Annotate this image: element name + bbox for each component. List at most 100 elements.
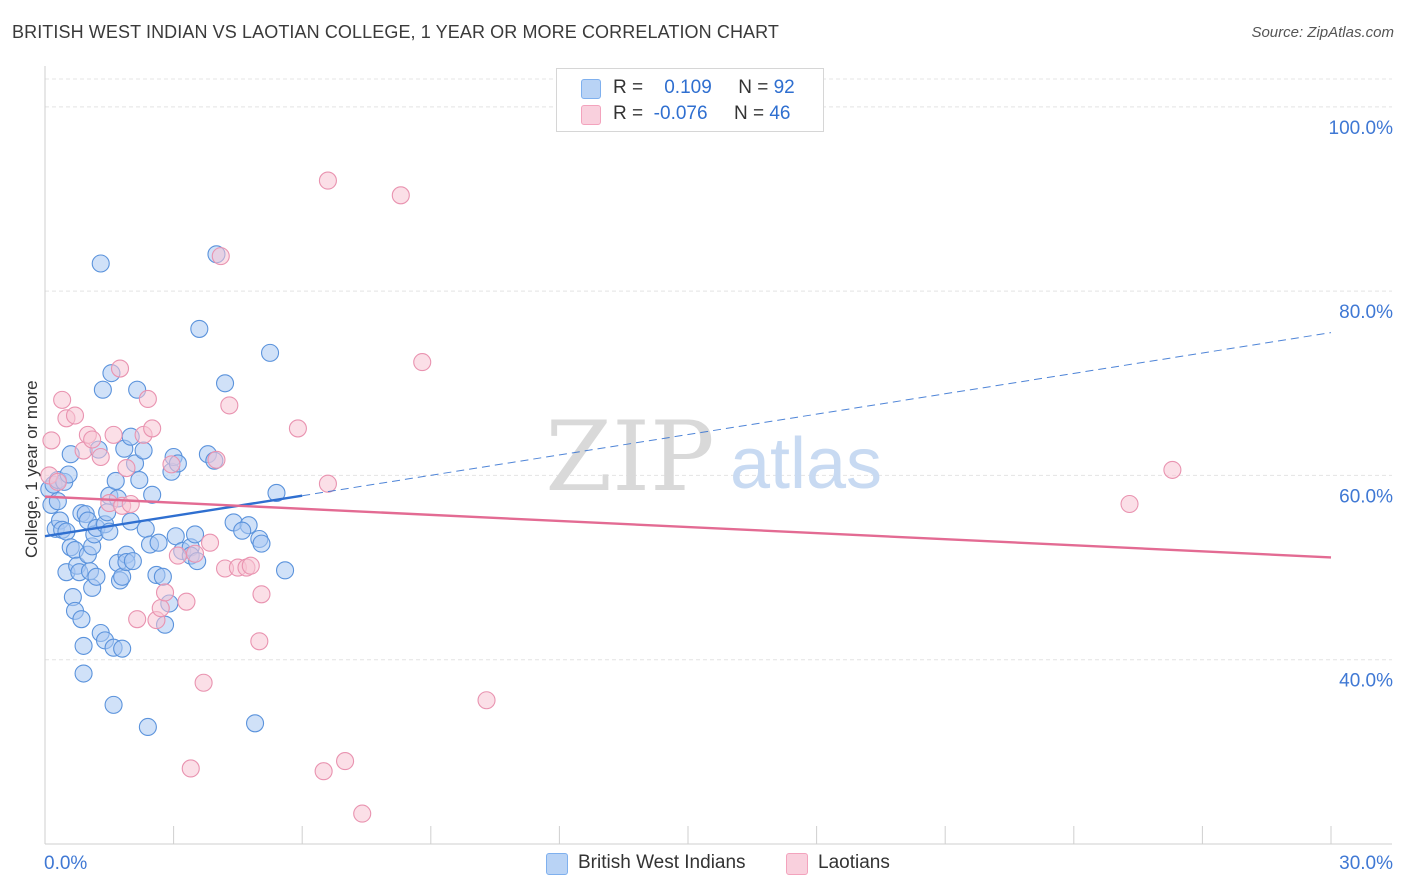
- point-laotians-27: [185, 544, 205, 563]
- legend-swatch-blue: [546, 853, 568, 875]
- point-british-west-indians-88: [260, 343, 280, 362]
- n-value-pink: 46: [769, 103, 791, 124]
- point-laotians-19: [143, 419, 162, 438]
- point-laotians-38: [252, 585, 271, 604]
- trend-line-british-west-indians: [44, 494, 303, 538]
- point-british-west-indians-33: [91, 254, 110, 273]
- point-laotians-36: [241, 556, 260, 575]
- tick-labels: 40.0% 60.0% 80.0% 100.0% 0.0% 30.0%: [44, 118, 1393, 874]
- series-british-west-indians: [40, 245, 295, 737]
- point-british-west-indians-89: [267, 483, 286, 502]
- stats-legend: R = 0.109 N = 92 R = -0.076 N = 46: [556, 68, 824, 132]
- n-label: N =: [738, 77, 769, 98]
- point-british-west-indians-49: [113, 639, 132, 658]
- axes: [44, 66, 1392, 845]
- point-laotians-25: [177, 592, 196, 611]
- point-laotians-9: [91, 447, 110, 467]
- point-laotians-18: [138, 389, 157, 409]
- point-british-west-indians-61: [138, 717, 157, 737]
- point-laotians-42: [318, 171, 337, 190]
- point-laotians-33: [220, 396, 239, 415]
- point-laotians-46: [413, 353, 432, 372]
- point-british-west-indians-21: [74, 636, 93, 655]
- watermark-zip: ZIP: [545, 401, 714, 513]
- point-laotians-12: [110, 359, 130, 378]
- point-british-west-indians-76: [185, 525, 205, 544]
- legend-swatch-pink: [786, 853, 808, 875]
- point-laotians-37: [250, 632, 269, 651]
- point-british-west-indians-90: [276, 561, 295, 580]
- point-laotians-22: [155, 583, 175, 602]
- point-british-west-indians-43: [104, 695, 123, 714]
- r-label: R =: [613, 103, 644, 124]
- legend-swatch-blue: [581, 79, 601, 99]
- point-british-west-indians-66: [153, 567, 172, 586]
- point-laotians-31: [211, 247, 230, 266]
- point-laotians-48: [1120, 494, 1139, 514]
- point-british-west-indians-44: [106, 471, 125, 491]
- watermark: ZIP atlas: [545, 401, 882, 513]
- point-british-west-indians-87: [252, 534, 271, 553]
- trend-lines: [44, 332, 1332, 559]
- point-laotians-1: [42, 431, 61, 450]
- point-british-west-indians-4: [48, 492, 67, 511]
- point-british-west-indians-31: [87, 567, 106, 586]
- point-laotians-24: [168, 546, 187, 565]
- point-laotians-41: [314, 762, 333, 781]
- point-laotians-26: [181, 759, 200, 778]
- source-label: Source: ZipAtlas.com: [1251, 24, 1394, 41]
- point-laotians-21: [151, 599, 170, 618]
- point-laotians-30: [207, 450, 226, 469]
- trend-line-laotians: [44, 495, 1332, 559]
- point-laotians-2: [48, 472, 67, 491]
- point-british-west-indians-91: [233, 521, 252, 540]
- point-laotians-45: [391, 186, 410, 205]
- point-british-west-indians-59: [134, 441, 153, 460]
- legend-swatch-pink: [581, 105, 601, 125]
- n-value-blue: 92: [773, 77, 795, 98]
- point-laotians-11: [104, 425, 123, 444]
- point-british-west-indians-20: [72, 610, 91, 629]
- point-laotians-43: [336, 752, 355, 771]
- point-british-west-indians-60: [136, 519, 155, 538]
- legend-stats-blue: R = 0.109 N = 92: [613, 77, 795, 99]
- point-british-west-indians-78: [190, 319, 209, 338]
- point-british-west-indians-55: [123, 552, 142, 571]
- point-british-west-indians-35: [93, 380, 112, 399]
- legend-label-blue: British West Indians: [578, 852, 746, 873]
- x-tick-label-min: 0.0%: [44, 853, 87, 874]
- point-laotians-28: [194, 673, 213, 692]
- point-british-west-indians-65: [149, 533, 168, 552]
- point-british-west-indians-85: [245, 714, 265, 733]
- point-laotians-14: [117, 459, 136, 478]
- point-laotians-5: [65, 406, 85, 425]
- point-laotians-16: [128, 610, 147, 629]
- point-laotians-3: [53, 390, 72, 409]
- legend-stats-pink: R = -0.076 N = 46: [613, 103, 790, 125]
- point-laotians-15: [121, 494, 140, 514]
- r-value-pink: -0.076: [653, 103, 708, 124]
- legend-label-pink: Laotians: [818, 852, 890, 873]
- trend-line-british-west-indians-extended: [302, 332, 1332, 497]
- point-british-west-indians-63: [143, 485, 162, 504]
- series-laotians: [40, 171, 1182, 823]
- y-tick-label-1: 60.0%: [1339, 486, 1393, 507]
- chart-title: BRITISH WEST INDIAN VS LAOTIAN COLLEGE, …: [12, 22, 780, 42]
- x-tick-label-max: 30.0%: [1339, 853, 1393, 874]
- point-laotians-29: [200, 533, 220, 552]
- point-laotians-40: [318, 474, 337, 493]
- point-british-west-indians-82: [215, 374, 235, 393]
- point-laotians-8: [83, 430, 102, 449]
- watermark-atlas: atlas: [730, 424, 882, 504]
- y-tick-label-3: 100.0%: [1329, 118, 1394, 139]
- point-british-west-indians-22: [74, 664, 93, 683]
- point-laotians-39: [288, 419, 307, 438]
- r-label: R =: [613, 77, 644, 98]
- point-british-west-indians-58: [130, 470, 149, 490]
- point-laotians-49: [1163, 460, 1182, 479]
- point-laotians-44: [353, 804, 372, 823]
- y-tick-label-0: 40.0%: [1339, 671, 1393, 692]
- point-laotians-23: [162, 455, 181, 474]
- r-value-blue: 0.109: [664, 77, 712, 98]
